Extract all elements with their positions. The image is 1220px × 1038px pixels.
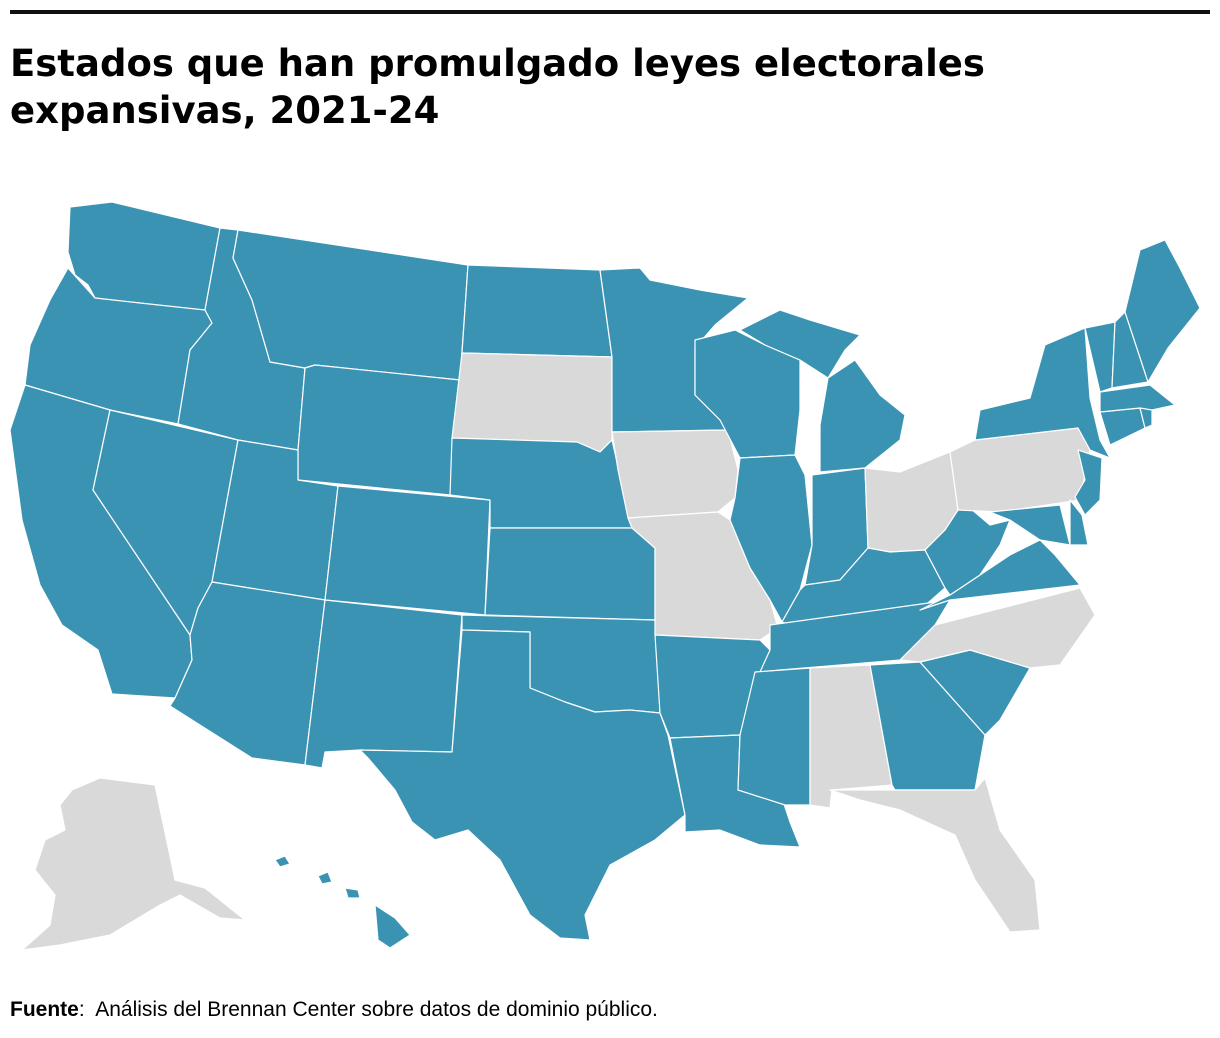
state-VT[interactable]: [1084, 321, 1116, 393]
state-TN[interactable]: [759, 599, 951, 673]
state-KS[interactable]: [484, 527, 656, 621]
state-HI[interactable]: [274, 855, 411, 949]
state-ND[interactable]: [461, 264, 613, 358]
state-SD[interactable]: [451, 352, 613, 453]
us-states-map: [9, 201, 1201, 951]
state-MA[interactable]: [1099, 384, 1176, 413]
source-note: Fuente: Análisis del Brennan Center sobr…: [10, 998, 658, 1021]
state-FL[interactable]: [829, 777, 1041, 933]
source-text: Análisis del Brennan Center sobre datos …: [95, 998, 658, 1021]
state-PA[interactable]: [949, 427, 1091, 513]
top-rule: [10, 10, 1210, 14]
source-label: Fuente: [10, 998, 79, 1021]
state-MD[interactable]: [989, 504, 1071, 546]
state-IA[interactable]: [611, 429, 739, 519]
state-NY[interactable]: [974, 327, 1111, 459]
map-title: Estados que han promulgado leyes elector…: [10, 42, 985, 132]
state-ME[interactable]: [1124, 239, 1201, 383]
state-DE[interactable]: [1069, 499, 1089, 546]
state-AK[interactable]: [21, 777, 246, 951]
state-CO[interactable]: [324, 485, 491, 616]
state-TX[interactable]: [359, 629, 686, 941]
state-MI[interactable]: [739, 309, 906, 473]
state-NM[interactable]: [304, 599, 463, 769]
state-WY[interactable]: [297, 364, 461, 496]
state-MT[interactable]: [232, 229, 469, 381]
state-NJ[interactable]: [1074, 449, 1103, 516]
state-CT[interactable]: [1099, 407, 1146, 446]
state-NC[interactable]: [899, 587, 1096, 669]
state-WI[interactable]: [694, 329, 801, 459]
